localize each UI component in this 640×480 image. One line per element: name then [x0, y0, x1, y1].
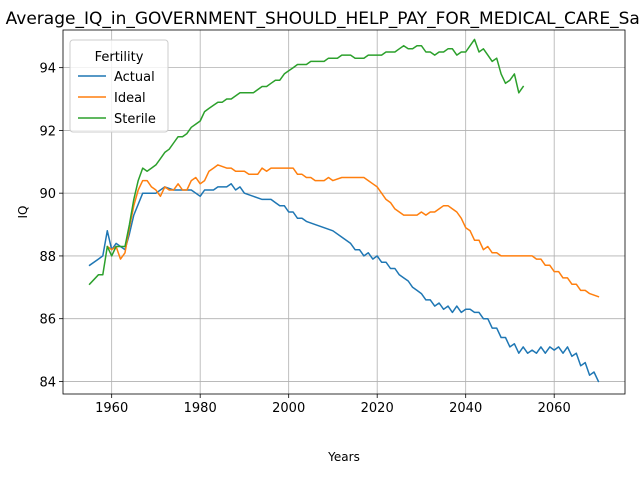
series-lines	[88, 38, 600, 383]
y-axis-label: IQ	[16, 206, 30, 219]
y-axis-ticks: 84 86 88 90 92 94	[39, 62, 63, 390]
x-tick-label: 2020	[361, 401, 394, 416]
legend-title: Fertility	[95, 50, 144, 65]
x-tick-label: 2040	[449, 401, 482, 416]
y-tick-label: 92	[39, 124, 56, 139]
x-tick-label: 2060	[538, 401, 571, 416]
y-tick-label: 84	[39, 375, 56, 390]
x-tick-label: 1980	[184, 401, 217, 416]
legend-entries: Actual Ideal Sterile	[78, 70, 156, 127]
y-tick-label: 90	[39, 187, 56, 202]
x-tick-label: 2000	[272, 401, 305, 416]
legend: Fertility Actual Ideal Sterile	[69, 39, 169, 133]
x-axis-ticks: 1960 1980 2000 2020 2040 2060	[95, 394, 571, 416]
y-tick-label: 88	[39, 250, 56, 265]
chart-title: Average_IQ_in_GOVERNMENT_SHOULD_HELP_PAY…	[6, 9, 640, 29]
y-tick-label: 86	[39, 313, 56, 328]
series-line-ideal	[106, 164, 600, 298]
x-tick-label: 1960	[95, 401, 128, 416]
legend-label-sterile: Sterile	[114, 112, 156, 127]
plot-area-frame	[62, 29, 626, 395]
y-tick-label: 94	[39, 62, 56, 77]
legend-label-actual: Actual	[114, 70, 155, 85]
legend-frame	[69, 39, 169, 133]
series-line-actual	[88, 183, 600, 383]
series-line-sterile	[88, 38, 525, 286]
x-axis-label: Years	[327, 450, 360, 464]
legend-label-ideal: Ideal	[114, 91, 146, 106]
